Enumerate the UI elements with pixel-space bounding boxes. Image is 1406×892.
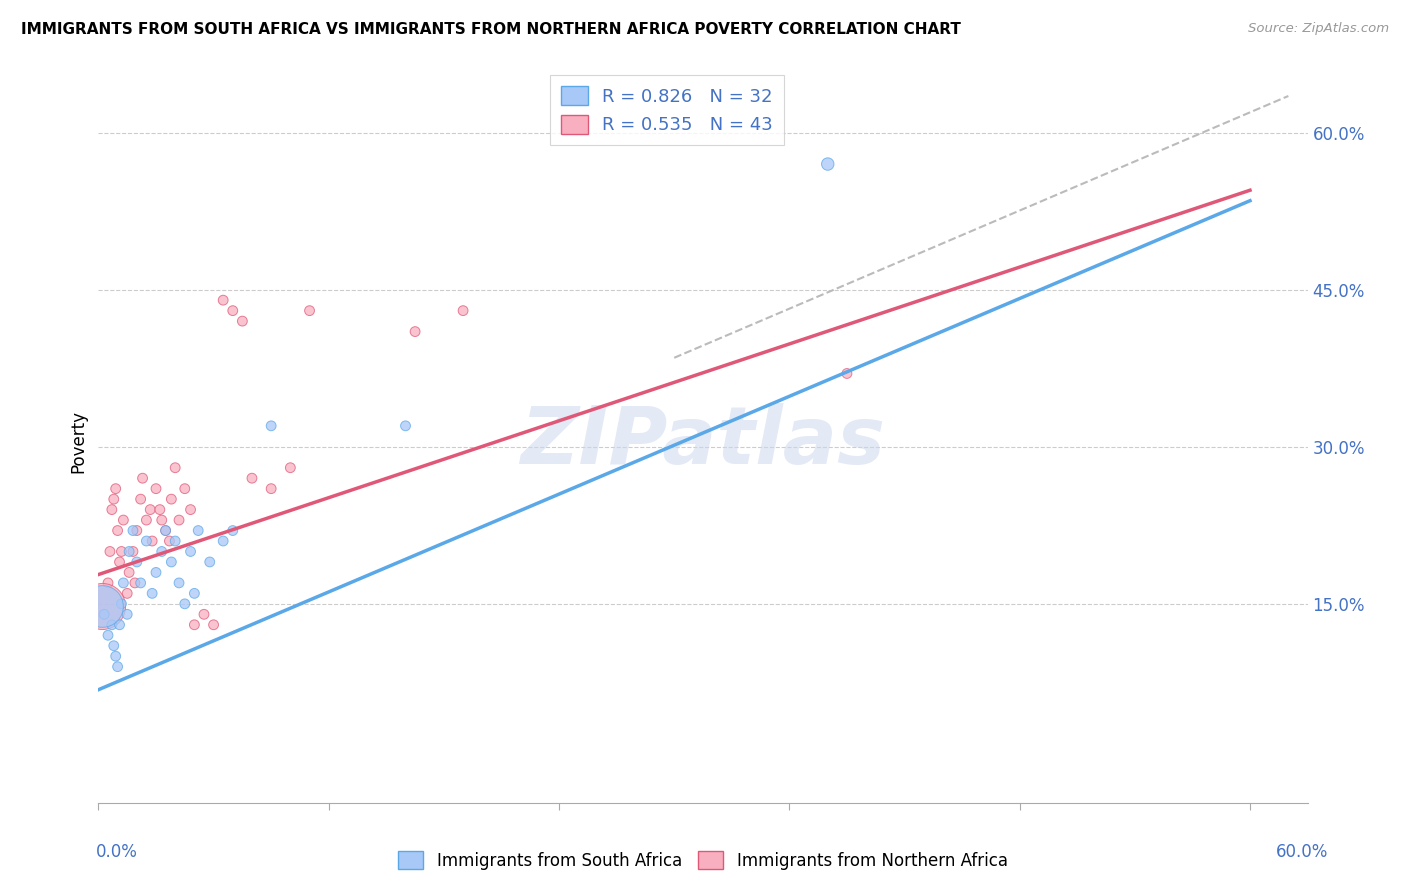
Text: 0.0%: 0.0% <box>96 843 138 861</box>
Point <box>817 157 839 171</box>
Point <box>180 544 202 558</box>
Point <box>145 566 167 580</box>
Point <box>98 544 121 558</box>
Point <box>212 534 235 549</box>
Point <box>104 482 127 496</box>
Point <box>110 544 132 558</box>
Point <box>122 544 145 558</box>
Point <box>135 513 157 527</box>
Point <box>110 597 132 611</box>
Point <box>222 303 245 318</box>
Point <box>183 586 205 600</box>
Legend: R = 0.826   N = 32, R = 0.535   N = 43: R = 0.826 N = 32, R = 0.535 N = 43 <box>550 75 783 145</box>
Point <box>101 617 124 632</box>
Point <box>183 617 205 632</box>
Point <box>112 513 135 527</box>
Point <box>260 482 283 496</box>
Text: ZIPatlas: ZIPatlas <box>520 402 886 481</box>
Text: IMMIGRANTS FROM SOUTH AFRICA VS IMMIGRANTS FROM NORTHERN AFRICA POVERTY CORRELAT: IMMIGRANTS FROM SOUTH AFRICA VS IMMIGRAN… <box>21 22 960 37</box>
Point <box>165 460 187 475</box>
Point <box>231 314 253 328</box>
Point <box>131 471 153 485</box>
Point <box>149 502 172 516</box>
Point <box>222 524 245 538</box>
Legend: Immigrants from South Africa, Immigrants from Northern Africa: Immigrants from South Africa, Immigrants… <box>391 845 1015 877</box>
Point <box>155 524 177 538</box>
Text: 60.0%: 60.0% <box>1277 843 1329 861</box>
Point <box>115 607 138 622</box>
Point <box>198 555 221 569</box>
Point <box>103 639 125 653</box>
Point <box>187 524 209 538</box>
Point <box>155 524 177 538</box>
Point <box>141 534 163 549</box>
Point <box>165 534 187 549</box>
Point <box>91 599 114 613</box>
Point <box>139 502 162 516</box>
Point <box>404 325 426 339</box>
Point <box>394 418 416 433</box>
Point <box>93 607 115 622</box>
Point <box>173 597 195 611</box>
Point <box>125 524 148 538</box>
Point <box>124 575 146 590</box>
Point <box>141 586 163 600</box>
Point <box>298 303 321 318</box>
Point <box>104 649 127 664</box>
Text: Source: ZipAtlas.com: Source: ZipAtlas.com <box>1249 22 1389 36</box>
Point <box>91 599 114 613</box>
Point <box>108 555 131 569</box>
Point <box>193 607 215 622</box>
Point <box>97 575 120 590</box>
Point <box>103 492 125 507</box>
Point <box>280 460 302 475</box>
Point <box>97 628 120 642</box>
Y-axis label: Poverty: Poverty <box>69 410 87 473</box>
Point <box>135 534 157 549</box>
Point <box>240 471 263 485</box>
Point <box>101 502 124 516</box>
Point <box>160 492 183 507</box>
Point <box>107 524 129 538</box>
Point <box>145 482 167 496</box>
Point <box>150 544 173 558</box>
Point <box>212 293 235 308</box>
Point <box>150 513 173 527</box>
Point <box>118 544 141 558</box>
Point <box>451 303 474 318</box>
Point <box>118 566 141 580</box>
Point <box>93 607 115 622</box>
Point <box>167 513 190 527</box>
Point <box>122 524 145 538</box>
Point <box>173 482 195 496</box>
Point <box>115 586 138 600</box>
Point <box>125 555 148 569</box>
Point <box>167 575 190 590</box>
Point <box>202 617 225 632</box>
Point <box>260 418 283 433</box>
Point <box>107 659 129 673</box>
Point <box>129 492 152 507</box>
Point <box>159 534 181 549</box>
Point <box>160 555 183 569</box>
Point <box>835 367 858 381</box>
Point <box>129 575 152 590</box>
Point <box>180 502 202 516</box>
Point <box>108 617 131 632</box>
Point <box>112 575 135 590</box>
